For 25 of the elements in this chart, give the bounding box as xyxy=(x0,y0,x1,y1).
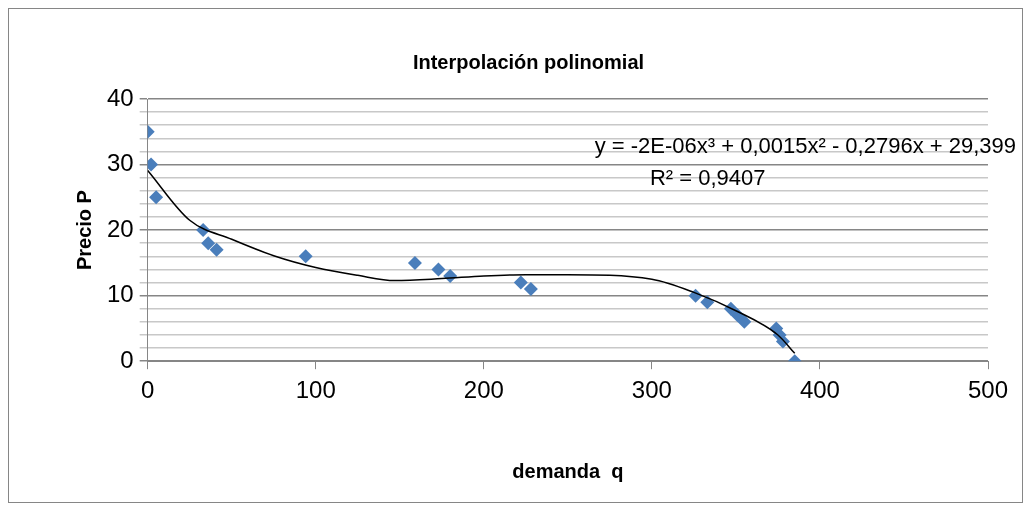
point xyxy=(407,255,422,270)
x-axis-title: demanda q xyxy=(512,459,624,482)
point xyxy=(513,275,528,290)
y-tick-label: 10 xyxy=(106,280,134,308)
x-tick-label: 100 xyxy=(295,376,336,404)
point xyxy=(149,190,164,205)
chart-title: Interpolación polinomial xyxy=(412,50,645,73)
y-tick-label: 0 xyxy=(120,345,134,373)
x-tick-label: 0 xyxy=(141,376,155,404)
y-tick-label: 40 xyxy=(106,83,134,111)
x-tick-label: 500 xyxy=(967,376,1009,404)
x-tick-label: 200 xyxy=(463,376,504,404)
x-tick-label: 300 xyxy=(631,376,672,404)
annotation: R² = 0,9407 xyxy=(649,165,766,191)
y-tick-label: 20 xyxy=(106,214,134,242)
y-axis-title: Precio P xyxy=(72,190,95,271)
point xyxy=(523,282,538,297)
point xyxy=(209,242,224,257)
y-tick-label: 30 xyxy=(106,149,134,177)
annotation: y = -2E-06x³ + 0,0015x² - 0,2796x + 29,399 xyxy=(594,133,1016,159)
point xyxy=(298,249,313,264)
point xyxy=(431,262,446,277)
point xyxy=(737,314,752,329)
point xyxy=(201,236,216,251)
x-tick-label: 400 xyxy=(799,376,840,404)
